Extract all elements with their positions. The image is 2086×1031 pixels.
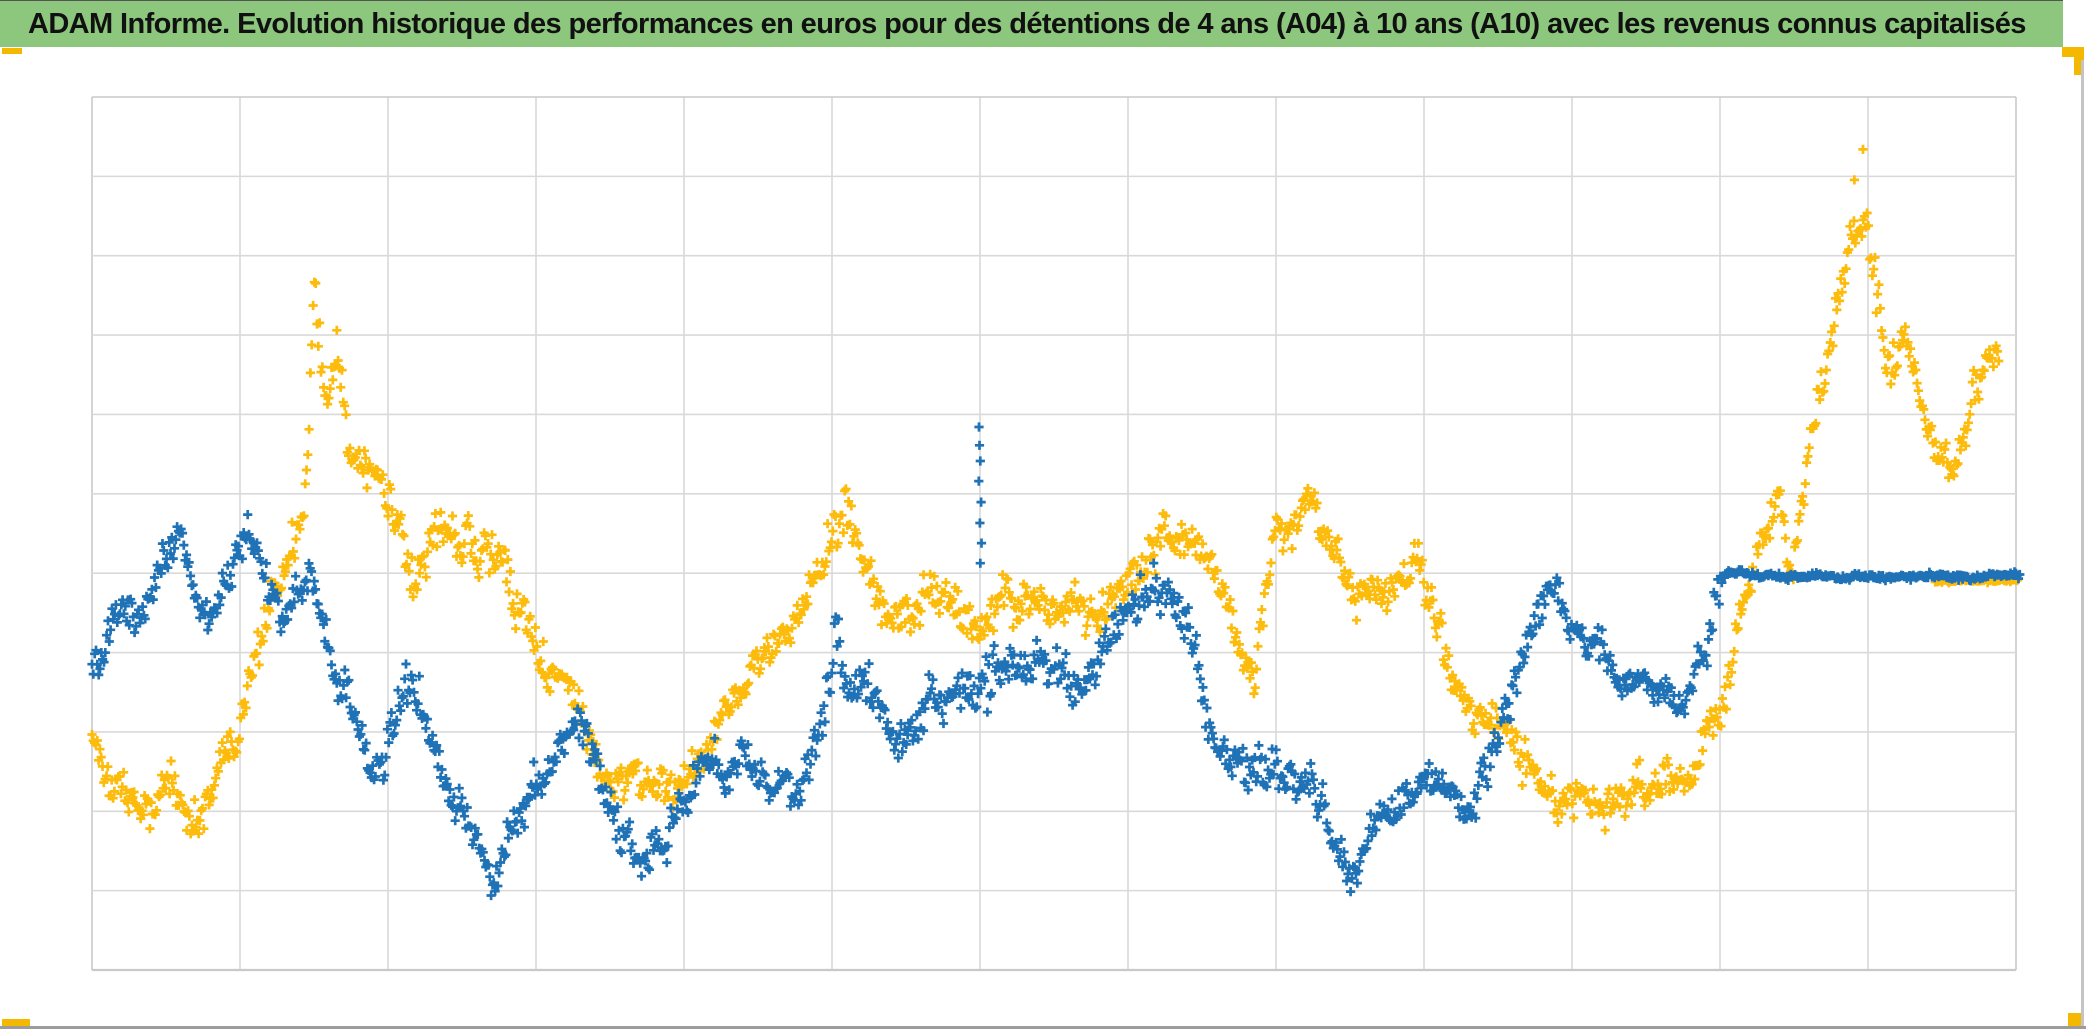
chart-title-bar: ADAM Informe. Evolution historique des p…: [0, 0, 2063, 47]
window-bottom-border: [0, 1026, 2086, 1029]
corner-accent-top-right-leg: [2074, 57, 2084, 75]
window-right-border: [2081, 60, 2084, 1029]
series-blue-points: [87, 422, 2025, 901]
corner-accent-top-right: [2062, 47, 2084, 57]
corner-accent-bottom-left: [2, 1019, 30, 1027]
scatter-series-layer: [87, 144, 2025, 901]
series-yellow-points: [87, 144, 2023, 839]
corner-accent-top-left: [2, 48, 22, 54]
gridlines: [91, 96, 2017, 972]
chart-title: ADAM Informe. Evolution historique des p…: [28, 7, 2026, 40]
corner-accent-bottom-right: [2068, 1013, 2083, 1027]
